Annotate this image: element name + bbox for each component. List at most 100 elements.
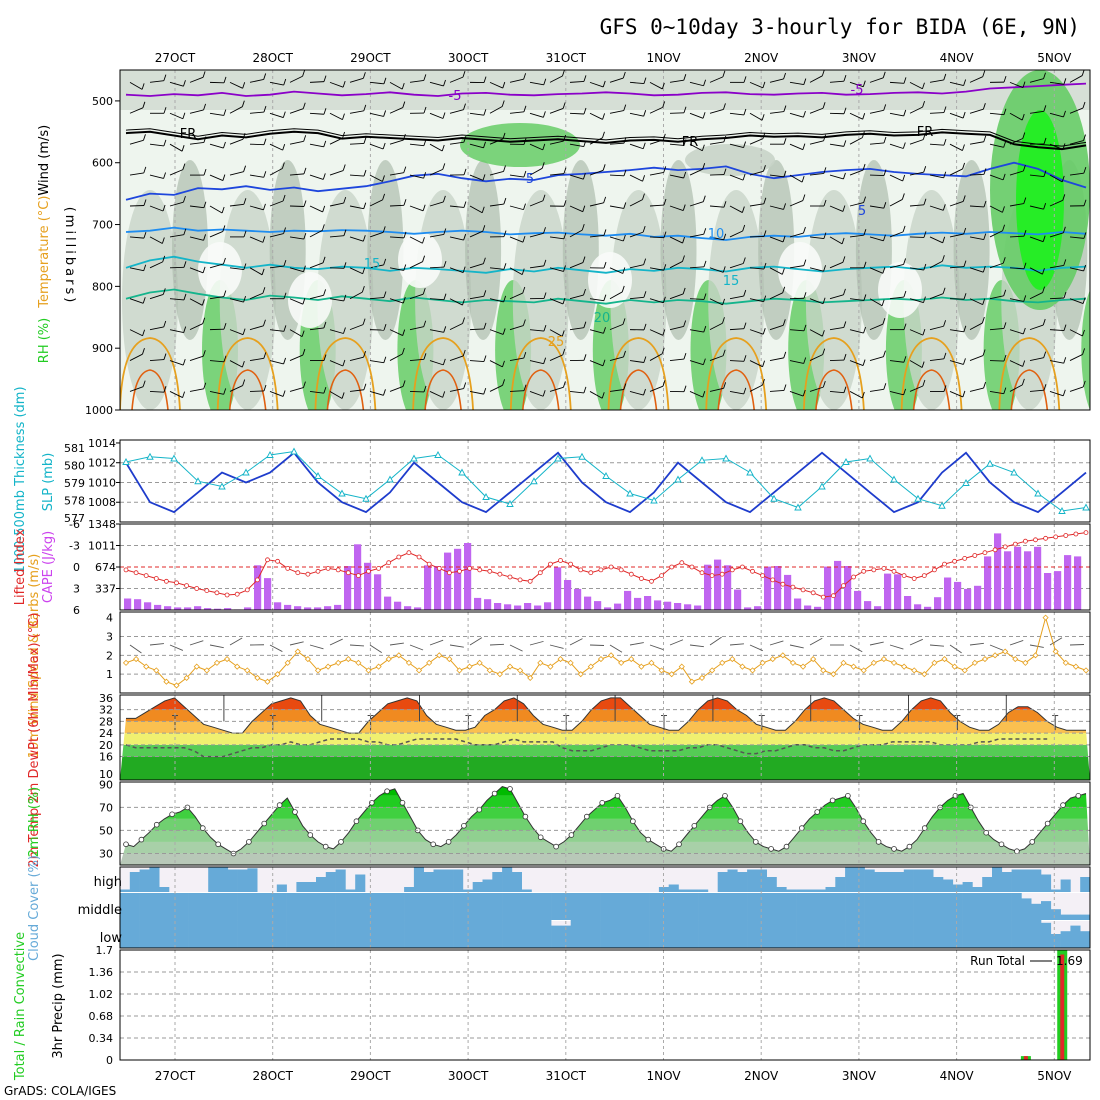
cloud-0-22 (335, 869, 346, 892)
cape-tick-3: 337 (95, 583, 116, 596)
cape-bar-83 (954, 581, 962, 610)
barb10m-16 (449, 644, 464, 648)
barb-flag-29-4 (723, 201, 727, 208)
barb-flag-0-9 (142, 348, 145, 355)
barb-flag-27-1 (683, 106, 687, 113)
barb-42-7 (969, 298, 983, 306)
barb-27-2 (669, 143, 684, 146)
barb10m-20 (529, 640, 544, 646)
cloud-0-86 (962, 882, 973, 892)
barb-43-4 (989, 205, 1003, 213)
barb-flag-28-1 (702, 112, 706, 119)
barb-15-7 (429, 298, 444, 301)
barb-flag-39-5 (923, 231, 927, 238)
thickness-point-29 (818, 482, 826, 490)
rh-point-84 (768, 846, 774, 852)
barb-11-7 (349, 291, 363, 300)
barb10m-10 (329, 638, 343, 646)
barb-flag-28-4 (702, 195, 706, 202)
barb-1-0 (149, 80, 164, 83)
barb-30-1 (729, 112, 744, 116)
barb-flag-29-3 (723, 168, 727, 175)
barb-flag-12-3 (382, 175, 385, 182)
cloud-1-28 (394, 893, 405, 920)
cloud-2-65 (756, 920, 767, 948)
barb-47-6 (1069, 267, 1084, 272)
barb-37-5 (869, 236, 884, 242)
barb-flag-40-6 (941, 255, 945, 262)
wind10m-data (122, 614, 1090, 689)
barb-flag-38-9 (903, 356, 907, 363)
barb-flag-21-6 (563, 265, 566, 272)
rh-gray-6 (708, 190, 765, 410)
wind-label: Wind (m/s) (37, 125, 52, 196)
barb10m-19 (509, 644, 523, 652)
barb-0-9 (129, 353, 143, 361)
barb-14-6 (409, 261, 423, 269)
barb-flag-44-0 (1022, 81, 1026, 88)
li-tick-1: -3 (69, 540, 80, 553)
wind-speed-point-91 (1042, 614, 1049, 621)
barb-4-5 (209, 231, 224, 238)
li-point-13 (254, 577, 260, 583)
rh-point-78 (722, 792, 728, 799)
cloud-2-46 (570, 920, 581, 948)
date-top-2NOV: 2NOV (744, 51, 779, 65)
barb-41-1 (949, 112, 964, 119)
li-point-17 (295, 570, 301, 576)
barb-flag-0-0 (141, 83, 145, 90)
barb-flag-1-4 (162, 204, 166, 212)
barb-flag-36-8 (863, 326, 867, 334)
cloud-2-40 (511, 920, 522, 948)
barb-flag-7-8 (283, 325, 287, 332)
cloud-1-20 (316, 893, 327, 920)
contour-25-0 (120, 337, 181, 410)
barb-flag-43-0 (1003, 75, 1007, 83)
barb-flag-24-6 (622, 267, 626, 274)
barb-10-3 (329, 170, 344, 176)
barb-4-9 (209, 360, 224, 363)
cloud-1-19 (306, 893, 317, 920)
rh-moist-east-core (1016, 110, 1064, 290)
barb-flag-6-4 (263, 203, 266, 211)
barb-45-5 (1029, 236, 1044, 243)
rh-dry-2 (398, 232, 442, 288)
barb-46-0 (1049, 81, 1064, 85)
barb-flag-47-1 (1082, 101, 1086, 109)
wind-barbs-upper (129, 70, 1087, 399)
barb-flag-6-8 (263, 319, 266, 326)
cloud-2-85 (952, 920, 963, 948)
cloud-2-27 (384, 920, 395, 948)
barb-flag-4-9 (223, 355, 227, 362)
barb10m-46 (1049, 637, 1063, 646)
barb-flag-38-2 (902, 142, 906, 149)
barb-4-1 (209, 112, 224, 116)
rh-point-28 (338, 839, 344, 845)
barb-flag-16-7 (462, 298, 465, 306)
barb-flag-35-9 (843, 353, 847, 361)
precip-tick-2: 1.02 (89, 988, 114, 1001)
cloud-1-34 (453, 893, 464, 920)
barb-19-4 (509, 205, 524, 211)
cloud-1-54 (649, 893, 660, 920)
cloud-1-15 (267, 893, 278, 920)
barb-20-1 (529, 112, 544, 118)
rh-tick-1: 70 (99, 801, 113, 814)
barb-flag-25-1 (643, 110, 647, 117)
cape-bar-67 (794, 598, 802, 610)
barb-45-4 (1029, 205, 1044, 210)
barb-flag-1-6 (162, 255, 166, 263)
barb-flag-42-0 (982, 70, 986, 77)
temp-band-3 (120, 721, 1090, 734)
temp-tick-1: 32 (99, 704, 113, 717)
barb-flag-45-7 (1042, 286, 1046, 293)
barb-21-1 (549, 108, 564, 114)
barb-20-2 (529, 143, 543, 151)
barb-37-8 (869, 323, 884, 331)
barb-flag-10-5 (343, 229, 347, 236)
barb-29-7 (709, 298, 723, 306)
barb-12-3 (369, 174, 383, 182)
barb-flag-5-1 (241, 100, 245, 107)
wind-speed-point-48 (607, 652, 615, 659)
barb-16-4 (449, 205, 464, 208)
